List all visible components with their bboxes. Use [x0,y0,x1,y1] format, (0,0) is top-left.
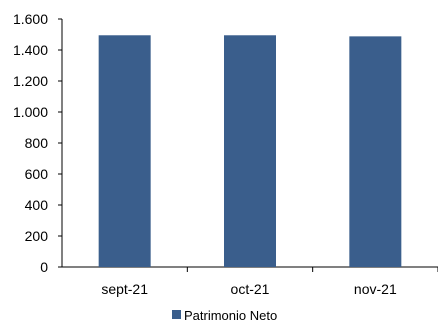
y-axis: 0 200 400 600 800 1.000 1.200 1.400 1.600 [13,11,63,275]
x-axis: sept-21 oct-21 nov-21 [62,266,438,297]
legend-label: Patrimonio Neto [184,308,277,323]
x-tick-label: oct-21 [231,281,270,297]
y-tick-label: 1.600 [13,11,48,27]
y-tick-label: 1.000 [13,104,48,120]
legend: Patrimonio Neto [172,308,277,323]
legend-swatch [172,310,181,319]
y-tick-label: 200 [25,228,49,244]
y-tick-label: 600 [25,166,49,182]
x-tick-label: nov-21 [354,281,397,297]
y-tick-label: 0 [40,259,48,275]
x-tick-label: sept-21 [101,281,148,297]
y-tick-label: 800 [25,135,49,151]
y-tick-label: 1.400 [13,42,48,58]
bar-oct-21 [224,35,276,268]
bars [98,35,402,268]
y-tick-label: 1.200 [13,73,48,89]
bar-sept-21 [98,35,151,268]
y-tick-label: 400 [25,197,49,213]
bar-nov-21 [349,36,402,267]
